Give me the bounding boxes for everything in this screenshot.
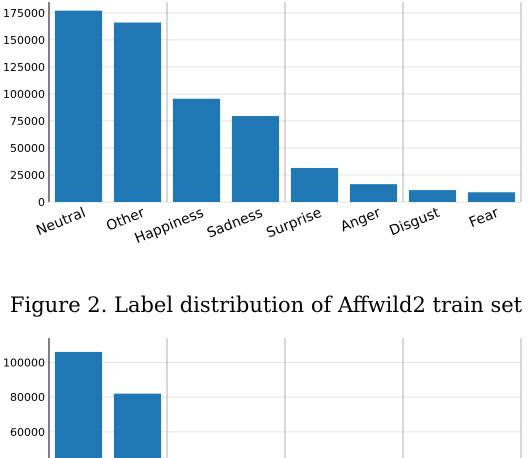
x-tick-label: Fear xyxy=(467,205,501,231)
y-tick-label: 0 xyxy=(38,196,45,209)
bar-other xyxy=(113,22,162,202)
x-tick-label: Anger xyxy=(338,205,383,236)
affwild2-label-distribution-chart: 0 25000 50000 75000 100000 125000 150000 175000… xyxy=(3,2,522,247)
x-tick-label: Surprise xyxy=(264,205,324,242)
y-tick-label: 50000 xyxy=(10,142,45,155)
y-tick-label: 75000 xyxy=(10,115,45,128)
y-tick-label: 60000 xyxy=(10,426,45,439)
y-tick-label: 25000 xyxy=(10,169,45,182)
y-tick-label: 150000 xyxy=(3,34,45,47)
bar-happiness xyxy=(172,98,221,202)
bar-neutral xyxy=(54,351,103,458)
x-tick-label: Disgust xyxy=(387,205,442,240)
bar-anger xyxy=(349,184,398,202)
y-tick-label: 175000 xyxy=(3,7,45,20)
figure-caption: Figure 2. Label distribution of Affwild2… xyxy=(9,293,523,317)
bar-disgust xyxy=(408,190,457,202)
bar-sadness xyxy=(231,116,280,202)
bar-other xyxy=(113,393,162,458)
x-tick-label: Neutral xyxy=(34,205,88,239)
bar-fear xyxy=(467,192,516,202)
y-tick-label: 125000 xyxy=(3,61,45,74)
x-tick-label: Sadness xyxy=(205,205,265,242)
y-tick-label: 100000 xyxy=(3,356,45,369)
y-tick-label: 100000 xyxy=(3,88,45,101)
bar-neutral xyxy=(54,10,103,202)
y-tick-label: 80000 xyxy=(10,391,45,404)
bar-surprise xyxy=(290,167,339,202)
second-label-distribution-chart: 60000 80000 100000 xyxy=(3,338,522,458)
